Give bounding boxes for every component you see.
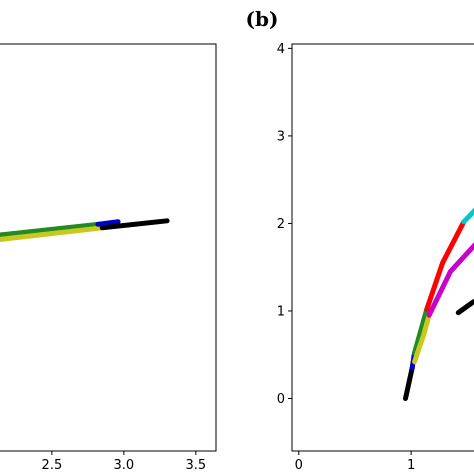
panel-b-ytick-label: 1 [277, 304, 285, 319]
panel-a-xtick-label: 3.0 [114, 458, 135, 473]
panel-b-series-7-line [455, 298, 474, 316]
panel-b-ytick-label: 3 [277, 129, 285, 144]
panel-b-series-6-line [426, 242, 474, 318]
panel-b-series-0-line [403, 365, 415, 401]
panel-b-axes-frame [291, 43, 474, 452]
panel-a: 2.5 3.0 3.5 [0, 43, 217, 473]
panel-b-data-lines [403, 207, 474, 401]
panel-a-x-axis: 2.5 3.0 3.5 [42, 451, 207, 473]
panel-b: 0 1 0 1 2 3 4 [277, 42, 474, 473]
panel-b-series-5-line [412, 312, 432, 365]
panel-b-ytick-label: 4 [277, 42, 285, 57]
panel-a-series-1-line [0, 221, 101, 238]
panel-b-series-3-line [424, 219, 467, 312]
panel-label-b: (b) [246, 7, 279, 31]
panel-b-ytick-label: 2 [277, 217, 285, 232]
panel-a-series-3-line [95, 219, 121, 227]
panel-b-ytick-label: 0 [277, 392, 285, 407]
panel-b-axes-ticks: 0 1 0 1 2 3 4 [277, 42, 416, 473]
panel-a-xtick-label: 2.5 [42, 458, 63, 473]
panel-a-series-4-line [99, 218, 170, 231]
panel-b-xtick-label: 1 [407, 458, 415, 473]
panel-a-data-lines [0, 218, 170, 242]
panel-a-axes-frame [0, 43, 217, 452]
panel-b-series-2-line [412, 306, 430, 356]
panel-b-xtick-label: 0 [295, 458, 303, 473]
panel-a-series-2-line [0, 225, 105, 242]
panel-a-xtick-label: 3.5 [186, 458, 207, 473]
panel-b-series-4-line [461, 207, 474, 225]
